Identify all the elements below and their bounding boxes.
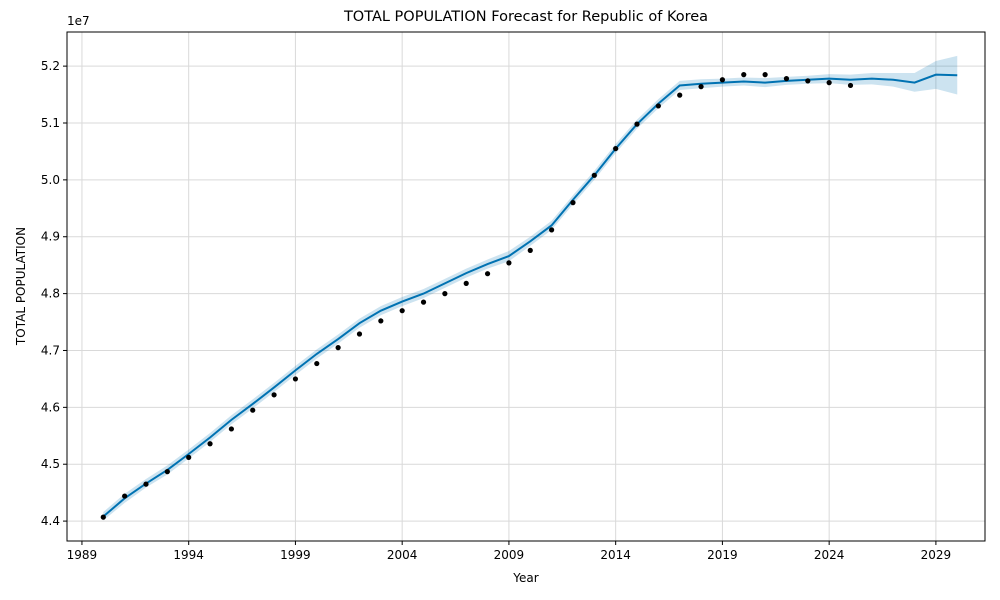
y-axis-ticks: 4.4 4.5 4.6 4.7 4.8 4.9 5.0 5.1 5.2 <box>41 59 67 528</box>
forecast-line <box>102 73 958 518</box>
observed-point <box>420 299 427 305</box>
x-tick-label: 2009 <box>494 548 525 562</box>
observed-point <box>335 345 341 351</box>
y-tick-label: 4.5 <box>41 457 60 471</box>
observed-point <box>634 121 640 127</box>
observed-points <box>100 72 854 520</box>
observed-point <box>122 493 128 499</box>
observed-point <box>314 360 320 367</box>
observed-point <box>378 318 384 324</box>
observed-point <box>250 407 256 413</box>
y-tick-label: 4.9 <box>41 230 60 244</box>
observed-point <box>271 392 277 398</box>
observed-point <box>100 514 106 520</box>
x-tick-label: 2024 <box>814 548 845 562</box>
observed-point <box>741 72 747 78</box>
y-tick-label: 4.8 <box>41 287 60 301</box>
y-tick-label: 5.2 <box>41 59 60 73</box>
y-tick-label: 5.0 <box>41 173 60 187</box>
observed-point <box>164 469 170 475</box>
x-tick-label: 1994 <box>173 548 204 562</box>
observed-point <box>826 80 832 86</box>
observed-point <box>613 145 619 152</box>
observed-point <box>591 172 597 178</box>
x-axis-ticks: 1989 1994 1999 2004 2009 2014 2019 2024 2029 <box>67 541 952 562</box>
x-tick-label: 2004 <box>387 548 418 562</box>
observed-point <box>527 247 533 253</box>
x-tick-label: 1999 <box>280 548 311 562</box>
x-tick-label: 1989 <box>67 548 98 562</box>
y-axis-label: TOTAL POPULATION <box>14 227 28 346</box>
observed-point <box>228 426 234 432</box>
observed-point <box>356 331 363 337</box>
observed-point <box>655 103 661 109</box>
observed-point <box>484 271 491 277</box>
y-tick-label: 4.7 <box>41 343 60 357</box>
y-tick-label: 4.4 <box>41 514 60 528</box>
observed-point <box>762 72 768 78</box>
x-tick-label: 2014 <box>600 548 631 562</box>
observed-point <box>549 227 555 233</box>
y-tick-label: 4.6 <box>41 400 60 414</box>
observed-point <box>463 280 469 286</box>
y-offset-label: 1e7 <box>67 14 90 28</box>
chart-title: TOTAL POPULATION Forecast for Republic o… <box>343 9 708 25</box>
observed-point <box>570 200 576 206</box>
observed-point <box>399 308 405 314</box>
observed-point <box>143 481 149 487</box>
observed-point <box>847 82 854 89</box>
observed-point <box>783 76 790 82</box>
x-tick-label: 2019 <box>707 548 738 562</box>
plot-area <box>67 32 985 541</box>
observed-point <box>442 291 448 297</box>
grid-lines <box>67 32 985 541</box>
observed-point <box>698 84 704 90</box>
observed-point <box>506 260 512 266</box>
y-tick-label: 5.1 <box>41 116 60 130</box>
observed-point <box>207 441 213 447</box>
observed-point <box>677 92 683 98</box>
x-axis-label: Year <box>512 571 538 585</box>
observed-point <box>719 77 726 83</box>
x-tick-label: 2029 <box>921 548 952 562</box>
observed-point <box>292 376 299 382</box>
plot-frame <box>66 31 986 542</box>
observed-point <box>186 454 192 460</box>
observed-point <box>805 78 811 84</box>
